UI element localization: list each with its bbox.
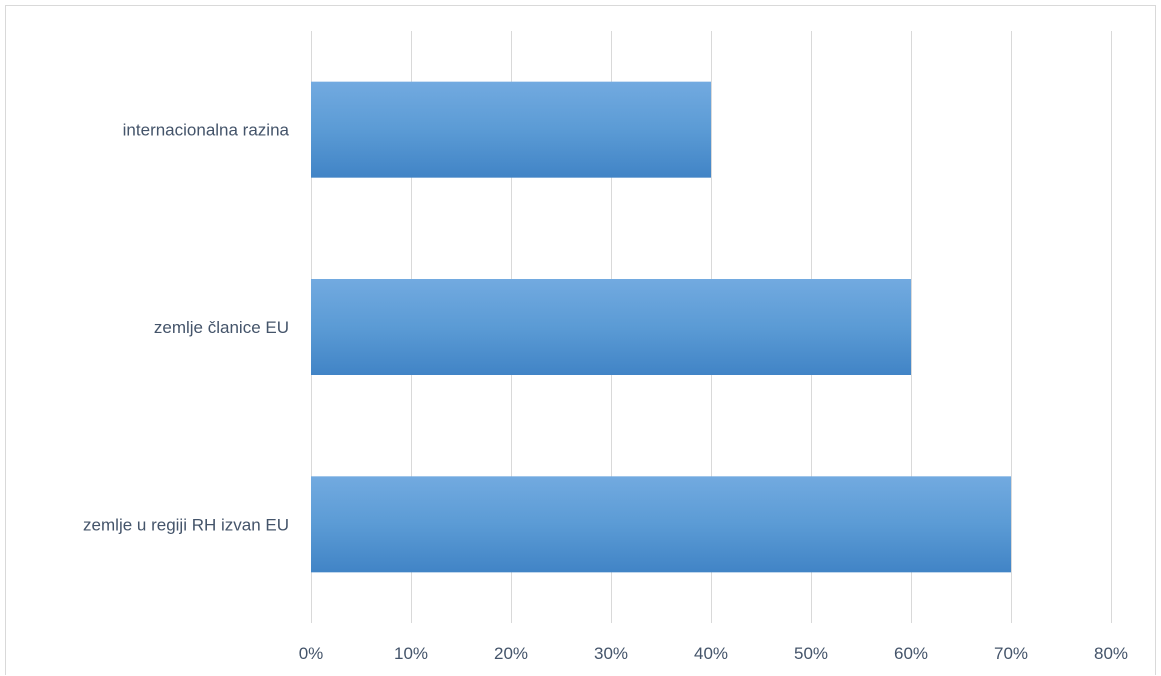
x-tick-label: 30% [594, 644, 628, 663]
x-axis-tick-labels: 0% 10% 20% 30% 40% 50% 60% 70% 80% [299, 644, 1128, 663]
category-label: internacionalna razina [123, 121, 290, 140]
bar-chart: internacionalna razina zemlje članice EU z… [83, 31, 1128, 663]
category-label: zemlje u regiji RH izvan EU [83, 515, 289, 534]
x-tick-label: 0% [299, 644, 324, 663]
x-tick-label: 20% [494, 644, 528, 663]
x-tick-label: 40% [694, 644, 728, 663]
x-tick-label: 70% [994, 644, 1028, 663]
x-tick-label: 10% [394, 644, 428, 663]
chart-frame: internacionalna razina zemlje članice EU z… [5, 5, 1156, 675]
bar [311, 81, 711, 178]
x-tick-label: 50% [794, 644, 828, 663]
bar [311, 279, 911, 375]
bars [311, 81, 1011, 573]
category-label: zemlje članice EU [154, 318, 289, 337]
category-labels: internacionalna razina zemlje članice EU z… [83, 121, 289, 535]
x-tick-label: 60% [894, 644, 928, 663]
x-tick-label: 80% [1094, 644, 1128, 663]
bar [311, 476, 1011, 573]
